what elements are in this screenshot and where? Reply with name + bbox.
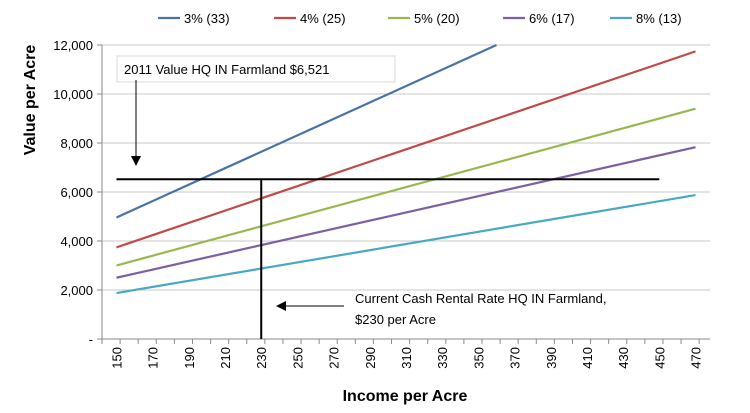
y-axis-title: Value per Acre	[22, 45, 39, 156]
chart-series	[116, 43, 696, 295]
annotation-box	[116, 55, 396, 83]
arrow-head-left-icon	[276, 301, 286, 311]
x-tick-label: 230	[254, 347, 269, 369]
annotation-cash-rent-line1: Current Cash Rental Rate HQ IN Farmland,	[355, 291, 606, 306]
x-tick-label: 150	[109, 347, 124, 369]
y-tick-label: 8,000	[60, 136, 93, 151]
x-tick-label: 270	[327, 347, 342, 369]
arrow-head-down-icon	[131, 156, 141, 166]
legend-label-2: 4% (25)	[300, 11, 346, 26]
x-tick-label: 190	[182, 347, 197, 369]
x-axis-ticks: 150 170 190 210 230 250 270 290 310 330 350 370 390 4…	[101, 339, 704, 369]
legend-label-3: 5% (20)	[414, 11, 460, 26]
y-axis-ticks: - 2,000 4,000 6,000 8,000 10,000 12,000	[53, 38, 102, 347]
series-line-3	[116, 107, 696, 267]
x-tick-label: 430	[616, 347, 631, 369]
y-tick-label: 6,000	[60, 185, 93, 200]
x-tick-label: 370	[508, 347, 523, 369]
series-line-2	[116, 50, 696, 249]
x-tick-label: 470	[689, 347, 704, 369]
annotation-cash-rent-line2: $230 per Acre	[355, 312, 436, 327]
y-tick-label: 10,000	[53, 87, 93, 102]
annotation-2011-value: 2011 Value HQ IN Farmland $6,521	[124, 62, 329, 77]
x-tick-label: 330	[435, 347, 450, 369]
x-tick-label: 210	[218, 347, 233, 369]
x-axis-title: Income per Acre	[343, 388, 468, 405]
chart-legend: 3% (33) 4% (25) 5% (20) 6% (17) 8% (13)	[158, 11, 682, 26]
legend-label-5: 8% (13)	[636, 11, 682, 26]
series-line-1	[116, 43, 497, 219]
series-line-4	[116, 146, 696, 279]
y-tick-label: 12,000	[53, 38, 93, 53]
x-tick-label: 310	[399, 347, 414, 369]
x-tick-label: 390	[544, 347, 559, 369]
legend-label-4: 6% (17)	[529, 11, 575, 26]
y-tick-label: 4,000	[60, 234, 93, 249]
y-tick-label: 2,000	[60, 283, 93, 298]
x-tick-label: 450	[652, 347, 667, 369]
x-tick-label: 290	[363, 347, 378, 369]
legend-label-1: 3% (33)	[184, 11, 230, 26]
x-tick-label: 250	[290, 347, 305, 369]
x-tick-label: 410	[580, 347, 595, 369]
y-tick-label: -	[89, 332, 93, 347]
series-line-5	[116, 193, 696, 295]
x-tick-label: 170	[146, 347, 161, 369]
x-tick-label: 350	[471, 347, 486, 369]
